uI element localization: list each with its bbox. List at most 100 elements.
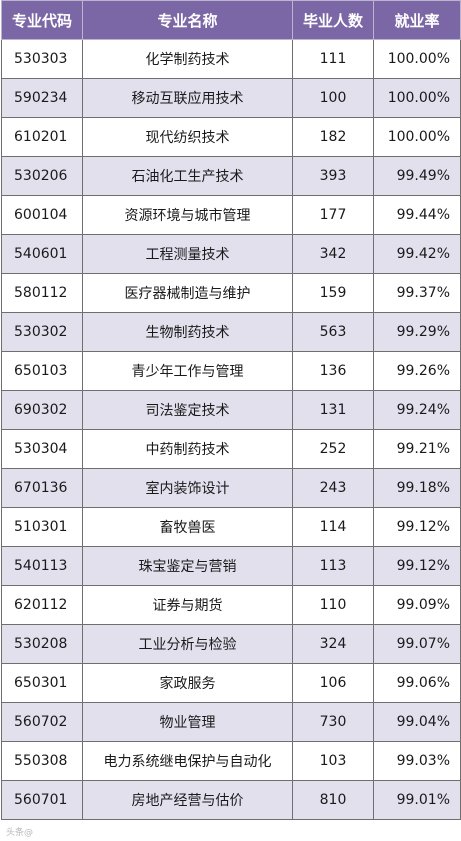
header-major-code: 专业代码 [1,0,83,40]
header-graduate-count: 毕业人数 [292,0,374,40]
employment-rate-cell: 99.37% [373,273,461,313]
graduate-count-cell: 324 [292,624,374,664]
employment-rate-cell: 99.01% [373,780,461,820]
graduate-count-cell: 393 [292,156,374,196]
major-code-cell: 530302 [1,312,83,352]
major-code-cell: 530304 [1,429,83,469]
table-row: 530302 生物制药技术 563 99.29% [1,312,461,352]
major-code-cell: 550308 [1,741,83,781]
employment-rate-cell: 99.12% [373,546,461,586]
table-row: 610201 现代纺织技术 182 100.00% [1,117,461,157]
major-code-cell: 650103 [1,351,83,391]
graduate-count-cell: 114 [292,507,374,547]
graduate-count-cell: 252 [292,429,374,469]
header-major-name: 专业名称 [82,0,293,40]
employment-rate-cell: 100.00% [373,78,461,118]
major-code-cell: 610201 [1,117,83,157]
major-name-cell: 证券与期货 [82,585,293,625]
employment-rate-cell: 99.04% [373,702,461,742]
table-row: 560702 物业管理 730 99.04% [1,702,461,742]
major-name-cell: 中药制药技术 [82,429,293,469]
graduate-count-cell: 131 [292,390,374,430]
table-row: 620112 证券与期货 110 99.09% [1,585,461,625]
major-code-cell: 580112 [1,273,83,313]
table-row: 600104 资源环境与城市管理 177 99.44% [1,195,461,235]
major-code-cell: 530206 [1,156,83,196]
graduate-count-cell: 159 [292,273,374,313]
major-name-cell: 房地产经营与估价 [82,780,293,820]
table-row: 560701 房地产经营与估价 810 99.01% [1,780,461,820]
major-code-cell: 590234 [1,78,83,118]
table-row: 650103 青少年工作与管理 136 99.26% [1,351,461,391]
table-row: 530303 化学制药技术 111 100.00% [1,39,461,79]
table-row: 690302 司法鉴定技术 131 99.24% [1,390,461,430]
major-name-cell: 生物制药技术 [82,312,293,352]
major-name-cell: 室内装饰设计 [82,468,293,508]
major-name-cell: 珠宝鉴定与营销 [82,546,293,586]
table-row: 530208 工业分析与检验 324 99.07% [1,624,461,664]
major-code-cell: 530208 [1,624,83,664]
graduate-count-cell: 243 [292,468,374,508]
major-name-cell: 移动互联应用技术 [82,78,293,118]
employment-rate-cell: 99.29% [373,312,461,352]
header-employment-rate: 就业率 [373,0,461,40]
employment-rate-cell: 99.44% [373,195,461,235]
employment-rate-cell: 99.21% [373,429,461,469]
table-row: 580112 医疗器械制造与维护 159 99.37% [1,273,461,313]
major-code-cell: 620112 [1,585,83,625]
major-code-cell: 560702 [1,702,83,742]
employment-rate-cell: 99.42% [373,234,461,274]
major-name-cell: 家政服务 [82,663,293,703]
graduate-count-cell: 106 [292,663,374,703]
table-row: 510301 畜牧兽医 114 99.12% [1,507,461,547]
table-row: 670136 室内装饰设计 243 99.18% [1,468,461,508]
graduate-count-cell: 136 [292,351,374,391]
graduate-count-cell: 563 [292,312,374,352]
employment-rate-cell: 99.26% [373,351,461,391]
employment-rate-cell: 99.03% [373,741,461,781]
table-header-row: 专业代码 专业名称 毕业人数 就业率 [1,0,461,40]
watermark: 头条@ [6,828,34,838]
graduate-count-cell: 810 [292,780,374,820]
major-code-cell: 510301 [1,507,83,547]
major-name-cell: 青少年工作与管理 [82,351,293,391]
major-name-cell: 司法鉴定技术 [82,390,293,430]
major-name-cell: 石油化工生产技术 [82,156,293,196]
major-name-cell: 医疗器械制造与维护 [82,273,293,313]
employment-rate-cell: 99.06% [373,663,461,703]
table-row: 540113 珠宝鉴定与营销 113 99.12% [1,546,461,586]
major-code-cell: 670136 [1,468,83,508]
table-row: 530304 中药制药技术 252 99.21% [1,429,461,469]
major-code-cell: 540601 [1,234,83,274]
major-name-cell: 物业管理 [82,702,293,742]
graduate-count-cell: 113 [292,546,374,586]
major-name-cell: 畜牧兽医 [82,507,293,547]
table-row: 550308 电力系统继电保护与自动化 103 99.03% [1,741,461,781]
employment-rate-cell: 99.12% [373,507,461,547]
major-code-cell: 650301 [1,663,83,703]
graduate-count-cell: 177 [292,195,374,235]
employment-rate-cell: 100.00% [373,117,461,157]
major-name-cell: 现代纺织技术 [82,117,293,157]
employment-rate-cell: 99.49% [373,156,461,196]
employment-rate-cell: 99.24% [373,390,461,430]
table-row: 530206 石油化工生产技术 393 99.49% [1,156,461,196]
major-name-cell: 资源环境与城市管理 [82,195,293,235]
employment-rate-cell: 100.00% [373,39,461,79]
table-row: 540601 工程测量技术 342 99.42% [1,234,461,274]
graduate-count-cell: 110 [292,585,374,625]
graduate-count-cell: 730 [292,702,374,742]
table-row: 590234 移动互联应用技术 100 100.00% [1,78,461,118]
major-code-cell: 690302 [1,390,83,430]
major-code-cell: 530303 [1,39,83,79]
major-name-cell: 电力系统继电保护与自动化 [82,741,293,781]
employment-rate-cell: 99.18% [373,468,461,508]
table-row: 650301 家政服务 106 99.06% [1,663,461,703]
graduate-count-cell: 182 [292,117,374,157]
graduate-count-cell: 100 [292,78,374,118]
employment-rate-table: 专业代码 专业名称 毕业人数 就业率 530303 化学制药技术 111 100.00… [1,0,461,820]
major-code-cell: 560701 [1,780,83,820]
major-code-cell: 540113 [1,546,83,586]
major-name-cell: 工业分析与检验 [82,624,293,664]
graduate-count-cell: 103 [292,741,374,781]
